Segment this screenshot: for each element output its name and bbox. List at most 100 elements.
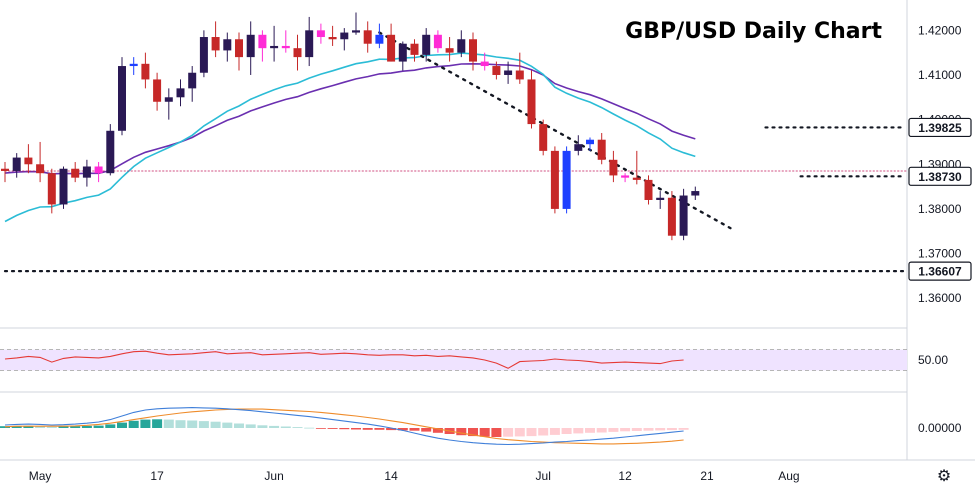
macd-histogram-bar	[643, 428, 654, 431]
macd-histogram-bar	[397, 428, 408, 431]
time-tick-label: Jul	[536, 469, 551, 483]
candle-body	[597, 139, 606, 160]
candle-body	[223, 39, 232, 51]
price-label-box	[908, 117, 972, 138]
candle-body	[433, 34, 442, 49]
macd-histogram-bar	[538, 428, 549, 436]
macd-histogram-bar	[468, 428, 478, 437]
candle-body	[667, 197, 676, 236]
macd-histogram-bar	[175, 420, 186, 428]
candle-body	[539, 124, 548, 151]
candle-body	[235, 39, 243, 58]
macd-histogram-bar	[58, 426, 69, 428]
macd-histogram-bar	[23, 425, 34, 428]
macd-histogram-bar	[46, 426, 57, 428]
price-label-box	[908, 261, 972, 281]
candle-body	[211, 37, 220, 51]
macd-histogram-bar	[93, 425, 104, 428]
time-tick-label: 21	[700, 469, 714, 483]
macd-histogram-bar	[304, 427, 315, 429]
macd-histogram-bar	[421, 428, 432, 432]
candle-body	[153, 79, 162, 102]
candle-body	[691, 191, 700, 196]
candle-body	[176, 88, 185, 98]
macd-histogram-bar	[327, 428, 338, 429]
macd-histogram-bar	[269, 425, 280, 428]
macd-histogram-bar	[210, 421, 221, 428]
time-tick-label: 12	[618, 469, 632, 483]
candle-body	[504, 70, 513, 75]
candle-body	[305, 30, 314, 58]
macd-tick-label: 0.00000	[918, 421, 962, 435]
macd-histogram-bar	[678, 428, 689, 430]
candle-body	[609, 159, 618, 176]
macd-histogram-bar	[585, 428, 595, 433]
price-tick-label: 1.36000	[918, 291, 962, 305]
macd-histogram-bar	[374, 428, 385, 430]
macd-histogram-bar	[514, 428, 525, 437]
time-axis[interactable]: May 17 Jun 14 Jul 12 21 Aug	[29, 469, 800, 483]
price-label-text: 1.39825	[918, 121, 962, 135]
macd-histogram-bar	[386, 428, 397, 431]
candle-body	[36, 164, 45, 174]
macd-histogram-bar	[152, 419, 163, 428]
candle-body	[410, 43, 419, 55]
gear-icon[interactable]: ⚙	[937, 468, 951, 485]
candle-body	[574, 144, 583, 151]
ma-fast-line	[4, 52, 696, 223]
rsi-band	[0, 349, 907, 371]
chart-title: GBP/USD Daily Chart	[625, 19, 882, 44]
candle-body	[550, 150, 559, 209]
macd-histogram-bar	[117, 422, 127, 428]
time-tick-label: Jun	[264, 469, 283, 483]
macd-histogram-bar	[561, 428, 572, 434]
price-label-text: 1.36607	[918, 265, 962, 279]
candle-body	[12, 157, 21, 171]
macd-histogram-bar	[198, 421, 209, 428]
macd-histogram-bar	[315, 428, 326, 429]
macd-histogram-bar	[128, 420, 139, 428]
candle-body	[118, 66, 126, 131]
macd-histogram-bar	[655, 428, 666, 431]
candle-body	[387, 34, 396, 62]
macd-histogram-bar	[573, 428, 584, 434]
macd-histogram-bar	[596, 428, 607, 433]
macd-histogram-bar	[479, 428, 490, 437]
price-tick-label: 1.38000	[918, 202, 962, 216]
candle-body	[270, 45, 279, 49]
candle-body	[47, 173, 56, 205]
candle-body	[71, 168, 80, 178]
candle-body	[352, 30, 360, 33]
macd-histogram-bar	[526, 428, 537, 437]
macd-histogram-bar	[432, 428, 443, 433]
macd-histogram-bar	[608, 428, 619, 432]
macd-histogram-bar	[666, 428, 677, 431]
price-label-box	[908, 166, 972, 186]
macd-histogram-bar	[222, 422, 233, 428]
candle-body	[106, 130, 115, 174]
macd-histogram-bar	[620, 428, 631, 432]
macd-histogram-bar	[631, 428, 642, 431]
price-tick-label: 1.37000	[918, 247, 962, 261]
grid-layer	[0, 0, 975, 461]
macd-histogram-bar	[245, 424, 256, 428]
rsi-pane	[0, 349, 907, 371]
candle-body	[480, 61, 489, 67]
candle-body	[199, 37, 208, 73]
price-tick-label: 1.41000	[918, 68, 962, 82]
macd-histogram-bar	[0, 426, 10, 428]
candle-body	[328, 37, 337, 40]
candle-body	[340, 32, 349, 40]
macd-histogram-bar	[362, 428, 373, 430]
time-tick-label: 17	[150, 469, 164, 483]
candle-body	[644, 179, 653, 200]
macd-histogram-bar	[257, 425, 268, 428]
candle-body	[515, 70, 524, 80]
macd-histogram-bar	[187, 420, 198, 428]
macd-histogram-bar	[163, 419, 174, 428]
candle-body	[188, 72, 197, 89]
candle-body	[1, 168, 9, 171]
candle-body	[621, 175, 630, 178]
macd-histogram-bar	[35, 426, 46, 428]
